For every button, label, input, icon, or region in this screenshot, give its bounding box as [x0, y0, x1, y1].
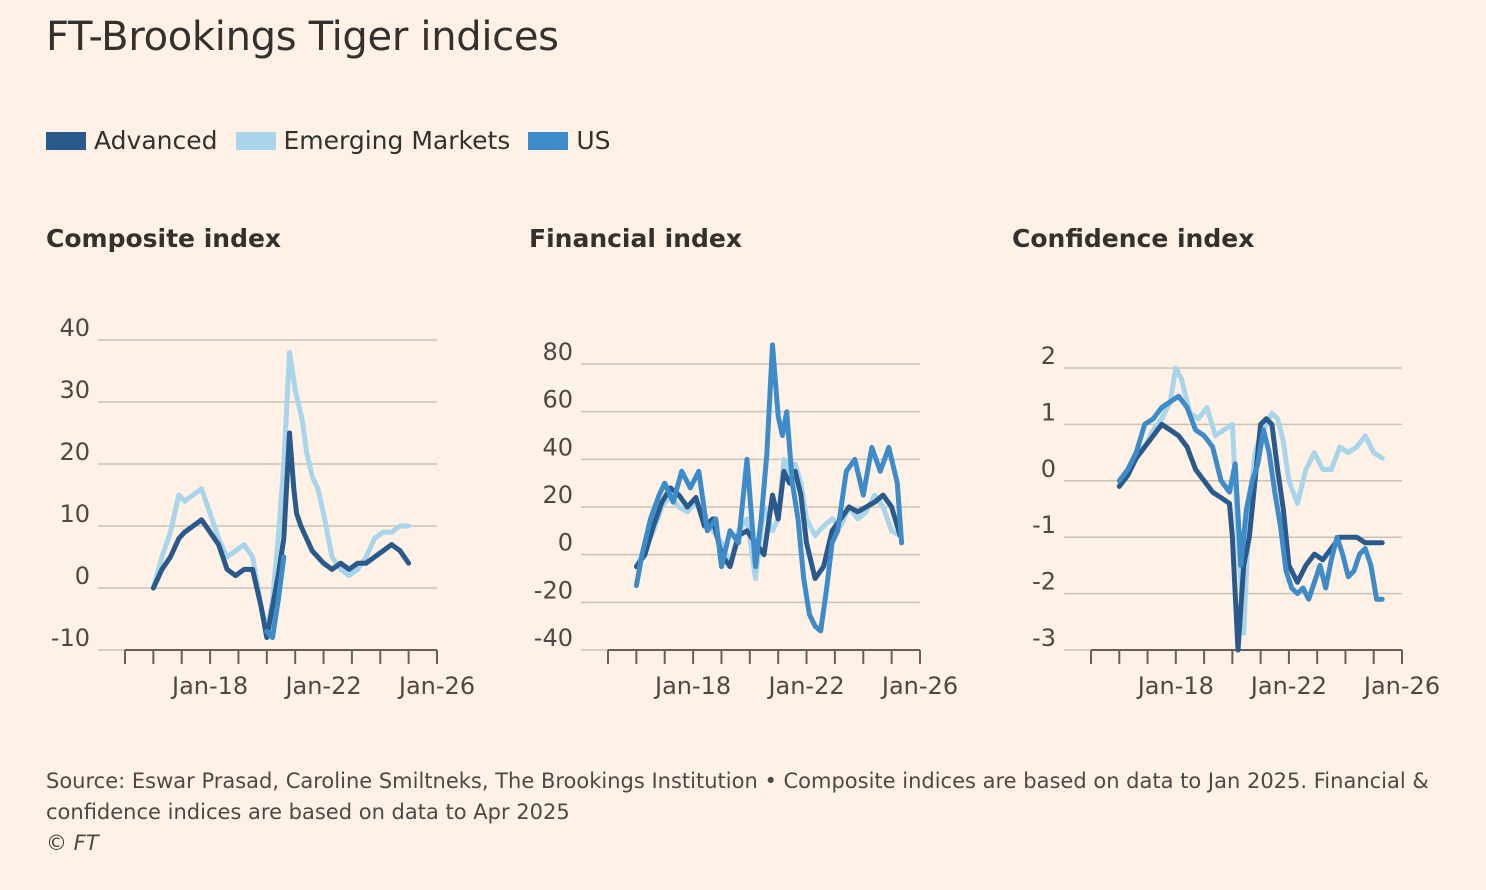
financial-panel-title: Financial index [529, 224, 742, 253]
confidence-index-series-us [1116, 393, 1385, 602]
confidence-index-x-tick-label: Jan-26 [1362, 672, 1440, 700]
financial-index-series-emerging-markets [633, 456, 903, 581]
composite-index-y-tick-label: 10 [59, 500, 90, 528]
composite-index-x-tick-label: Jan-18 [170, 672, 248, 700]
source-note: Source: Eswar Prasad, Caroline Smiltneks… [46, 769, 1429, 824]
legend-label-us: US [576, 126, 611, 155]
financial-index-y-tick-label: -40 [534, 624, 573, 652]
composite-index-x-tick-label: Jan-22 [283, 672, 361, 700]
confidence-index-y-tick-label: -3 [1032, 624, 1056, 652]
composite-index-y-tick-label: 30 [59, 376, 90, 404]
composite-index-y-tick-label: -10 [51, 624, 90, 652]
chart-title: FT-Brookings Tiger indices [46, 14, 559, 60]
financial-index-y-tick-label: 40 [542, 433, 573, 461]
composite-index-series-us [264, 554, 287, 641]
financial-index-y-tick-label: 20 [542, 481, 573, 509]
legend-swatch-emerging-markets [235, 131, 276, 150]
confidence-index-x-tick-label: Jan-18 [1136, 672, 1214, 700]
confidence-panel-title: Confidence index [1012, 224, 1255, 253]
financial-index-y-tick-label: -20 [534, 576, 573, 604]
legend-swatch-us [528, 131, 569, 150]
composite-panel-title: Composite index [46, 224, 282, 253]
copyright: © FT [46, 831, 99, 855]
footer: Source: Eswar Prasad, Caroline Smiltneks… [46, 766, 1456, 859]
composite-index-y-tick-label: 0 [75, 562, 90, 590]
legend-item-emerging-markets: Emerging Markets [235, 126, 511, 155]
composite-index-x-tick-label: Jan-26 [397, 672, 475, 700]
legend-swatch-advanced [46, 131, 86, 150]
confidence-index-y-tick-label: -2 [1032, 568, 1056, 596]
financial-index-x-tick-label: Jan-18 [653, 672, 731, 700]
confidence-index-y-tick-label: 0 [1041, 455, 1056, 483]
financial-index-y-tick-label: 80 [542, 338, 573, 366]
legend: Advanced Emerging Markets US [46, 126, 628, 155]
financial-index-series-advanced [633, 468, 903, 581]
composite-index-series-advanced [150, 430, 412, 641]
legend-label-emerging-markets: Emerging Markets [283, 126, 511, 155]
composite-index-series-emerging-markets [150, 349, 412, 634]
financial-index-x-tick-label: Jan-26 [880, 672, 958, 700]
legend-label-advanced: Advanced [94, 126, 218, 155]
composite-index-y-tick-label: 40 [59, 314, 90, 342]
confidence-index-y-tick-label: 1 [1041, 398, 1056, 426]
financial-index-y-tick-label: 60 [542, 386, 573, 414]
financial-index-y-tick-label: 0 [558, 529, 573, 557]
financial-index-x-tick-label: Jan-22 [766, 672, 844, 700]
legend-item-advanced: Advanced [46, 126, 218, 155]
confidence-index-y-tick-label: 2 [1041, 342, 1056, 370]
financial-index-series-us [633, 342, 905, 634]
confidence-index-y-tick-label: -1 [1032, 511, 1056, 539]
legend-item-us: US [528, 126, 610, 155]
composite-index-y-tick-label: 20 [59, 438, 90, 466]
confidence-index-x-tick-label: Jan-22 [1249, 672, 1327, 700]
confidence-index-series-advanced [1116, 416, 1385, 653]
